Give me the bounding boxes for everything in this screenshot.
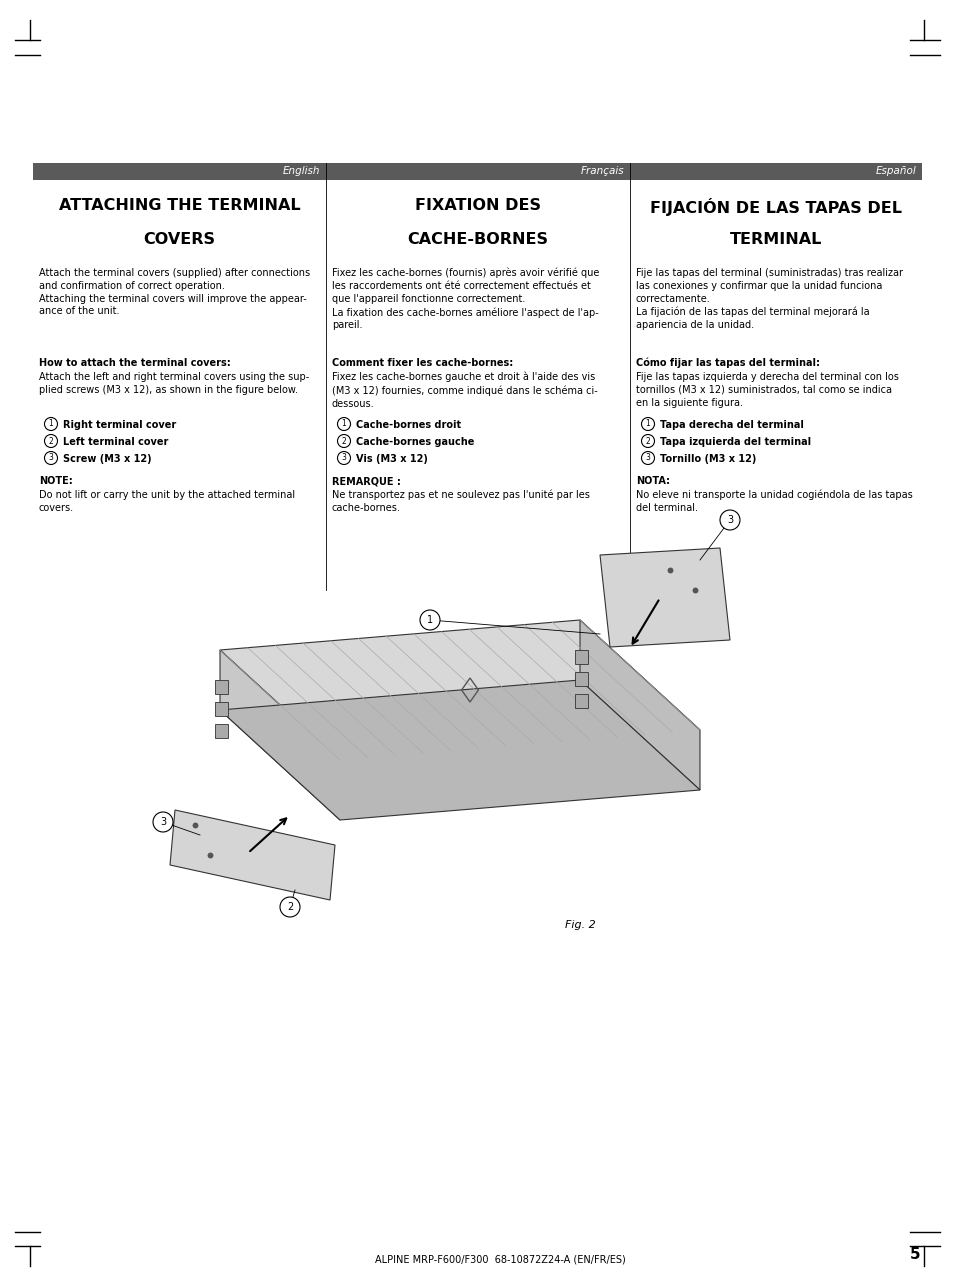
Circle shape xyxy=(720,511,740,530)
Text: Left terminal cover: Left terminal cover xyxy=(63,437,168,448)
Text: Attach the terminal covers (supplied) after connections
and confirmation of corr: Attach the terminal covers (supplied) af… xyxy=(39,267,310,316)
Text: 3: 3 xyxy=(726,514,732,525)
Text: Fixez les cache-bornes gauche et droit à l'aide des vis
(M3 x 12) fournies, comm: Fixez les cache-bornes gauche et droit à… xyxy=(332,372,598,409)
Polygon shape xyxy=(170,810,335,900)
Text: No eleve ni transporte la unidad cogiéndola de las tapas
del terminal.: No eleve ni transporte la unidad cogiénd… xyxy=(636,490,912,513)
Text: Attach the left and right terminal covers using the sup-
plied screws (M3 x 12),: Attach the left and right terminal cover… xyxy=(39,372,309,395)
Text: REMARQUE :: REMARQUE : xyxy=(332,476,400,486)
Text: 2: 2 xyxy=(49,436,53,445)
Text: 1: 1 xyxy=(49,419,53,428)
Text: NOTE:: NOTE: xyxy=(39,476,72,486)
Text: Fije las tapas izquierda y derecha del terminal con los
tornillos (M3 x 12) sumi: Fije las tapas izquierda y derecha del t… xyxy=(636,372,898,408)
Polygon shape xyxy=(220,620,700,760)
Text: 2: 2 xyxy=(287,901,293,912)
Polygon shape xyxy=(579,620,700,790)
Text: English: English xyxy=(282,166,319,176)
Polygon shape xyxy=(575,649,587,664)
Text: Ne transportez pas et ne soulevez pas l'unité par les
cache-bornes.: Ne transportez pas et ne soulevez pas l'… xyxy=(332,490,589,513)
Text: TERMINAL: TERMINAL xyxy=(729,231,821,247)
Text: 1: 1 xyxy=(427,615,433,625)
Bar xyxy=(629,163,921,180)
Polygon shape xyxy=(214,680,228,694)
Text: ALPINE MRP-F600/F300  68-10872Z24-A (EN/FR/ES): ALPINE MRP-F600/F300 68-10872Z24-A (EN/F… xyxy=(375,1255,625,1265)
Text: 5: 5 xyxy=(908,1247,919,1262)
Text: Cómo fijar las tapas del terminal:: Cómo fijar las tapas del terminal: xyxy=(636,358,820,369)
Bar xyxy=(33,163,326,180)
Text: CACHE-BORNES: CACHE-BORNES xyxy=(407,231,548,247)
Text: Fije las tapas del terminal (suministradas) tras realizar
las conexiones y confi: Fije las tapas del terminal (suministrad… xyxy=(636,267,902,331)
Text: Cache-bornes gauche: Cache-bornes gauche xyxy=(355,437,474,448)
Text: Screw (M3 x 12): Screw (M3 x 12) xyxy=(63,454,152,464)
Text: Fig. 2: Fig. 2 xyxy=(564,919,595,930)
Text: FIXATION DES: FIXATION DES xyxy=(415,198,540,213)
Text: Tornillo (M3 x 12): Tornillo (M3 x 12) xyxy=(659,454,756,464)
Text: 3: 3 xyxy=(49,454,53,463)
Text: How to attach the terminal covers:: How to attach the terminal covers: xyxy=(39,358,231,368)
Text: Cache-bornes droit: Cache-bornes droit xyxy=(355,421,460,430)
Circle shape xyxy=(152,811,172,832)
Bar xyxy=(326,163,629,180)
Text: Fixez les cache-bornes (fournis) après avoir vérifié que
les raccordements ont é: Fixez les cache-bornes (fournis) après a… xyxy=(332,267,598,331)
Text: 2: 2 xyxy=(341,436,346,445)
Text: 3: 3 xyxy=(160,817,166,827)
Text: Tapa derecha del terminal: Tapa derecha del terminal xyxy=(659,421,803,430)
Text: Vis (M3 x 12): Vis (M3 x 12) xyxy=(355,454,428,464)
Polygon shape xyxy=(220,649,339,820)
Text: Do not lift or carry the unit by the attached terminal
covers.: Do not lift or carry the unit by the att… xyxy=(39,490,294,513)
Text: NOTA:: NOTA: xyxy=(636,476,669,486)
Polygon shape xyxy=(214,724,228,738)
Text: 1: 1 xyxy=(645,419,650,428)
Text: Español: Español xyxy=(874,166,915,176)
Polygon shape xyxy=(575,673,587,685)
Text: Tapa izquierda del terminal: Tapa izquierda del terminal xyxy=(659,437,810,448)
Text: 1: 1 xyxy=(341,419,346,428)
Text: ATTACHING THE TERMINAL: ATTACHING THE TERMINAL xyxy=(59,198,300,213)
Polygon shape xyxy=(220,680,700,820)
Text: Français: Français xyxy=(579,166,623,176)
Text: Comment fixer les cache-bornes:: Comment fixer les cache-bornes: xyxy=(332,358,513,368)
Text: 2: 2 xyxy=(645,436,650,445)
Text: FIJACIÓN DE LAS TAPAS DEL: FIJACIÓN DE LAS TAPAS DEL xyxy=(649,198,901,216)
Circle shape xyxy=(419,610,439,630)
Text: Right terminal cover: Right terminal cover xyxy=(63,421,176,430)
Text: 3: 3 xyxy=(645,454,650,463)
Polygon shape xyxy=(214,702,228,716)
Polygon shape xyxy=(599,548,729,647)
Text: COVERS: COVERS xyxy=(143,231,215,247)
Circle shape xyxy=(280,898,299,917)
Polygon shape xyxy=(575,694,587,709)
Text: 3: 3 xyxy=(341,454,346,463)
